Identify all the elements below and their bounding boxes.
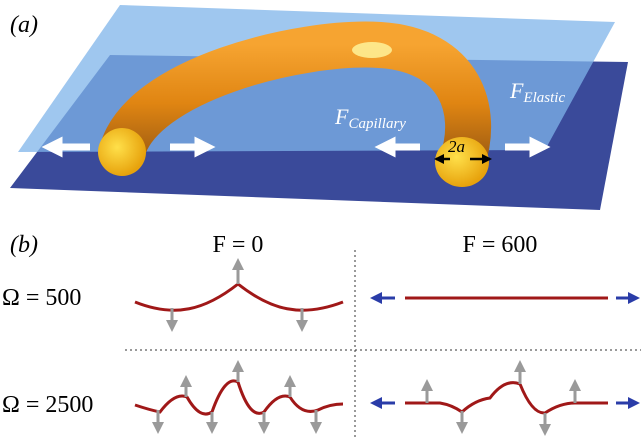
diameter-label: 2a: [448, 137, 465, 156]
displacement-arrows: [158, 264, 575, 430]
subscript: Capillary: [348, 116, 406, 132]
symbol: F: [334, 104, 349, 129]
tube-end: [98, 128, 146, 176]
symbol: F: [509, 78, 524, 103]
profile: [405, 383, 608, 413]
column-header: F = 0: [213, 232, 264, 258]
profile: [135, 284, 343, 310]
profiles: [135, 284, 608, 414]
figure: (a) FElastic FCapillary 2a (b) F = 0 F =…: [0, 0, 641, 439]
column-header: F = 600: [463, 232, 538, 258]
highlight: [352, 42, 392, 58]
subscript: Elastic: [522, 90, 565, 106]
profile: [135, 381, 343, 414]
panel-label: (b): [10, 232, 38, 258]
row-header: Ω = 2500: [2, 392, 93, 418]
panel-label: (a): [10, 12, 38, 38]
row-header: Ω = 500: [2, 285, 81, 311]
